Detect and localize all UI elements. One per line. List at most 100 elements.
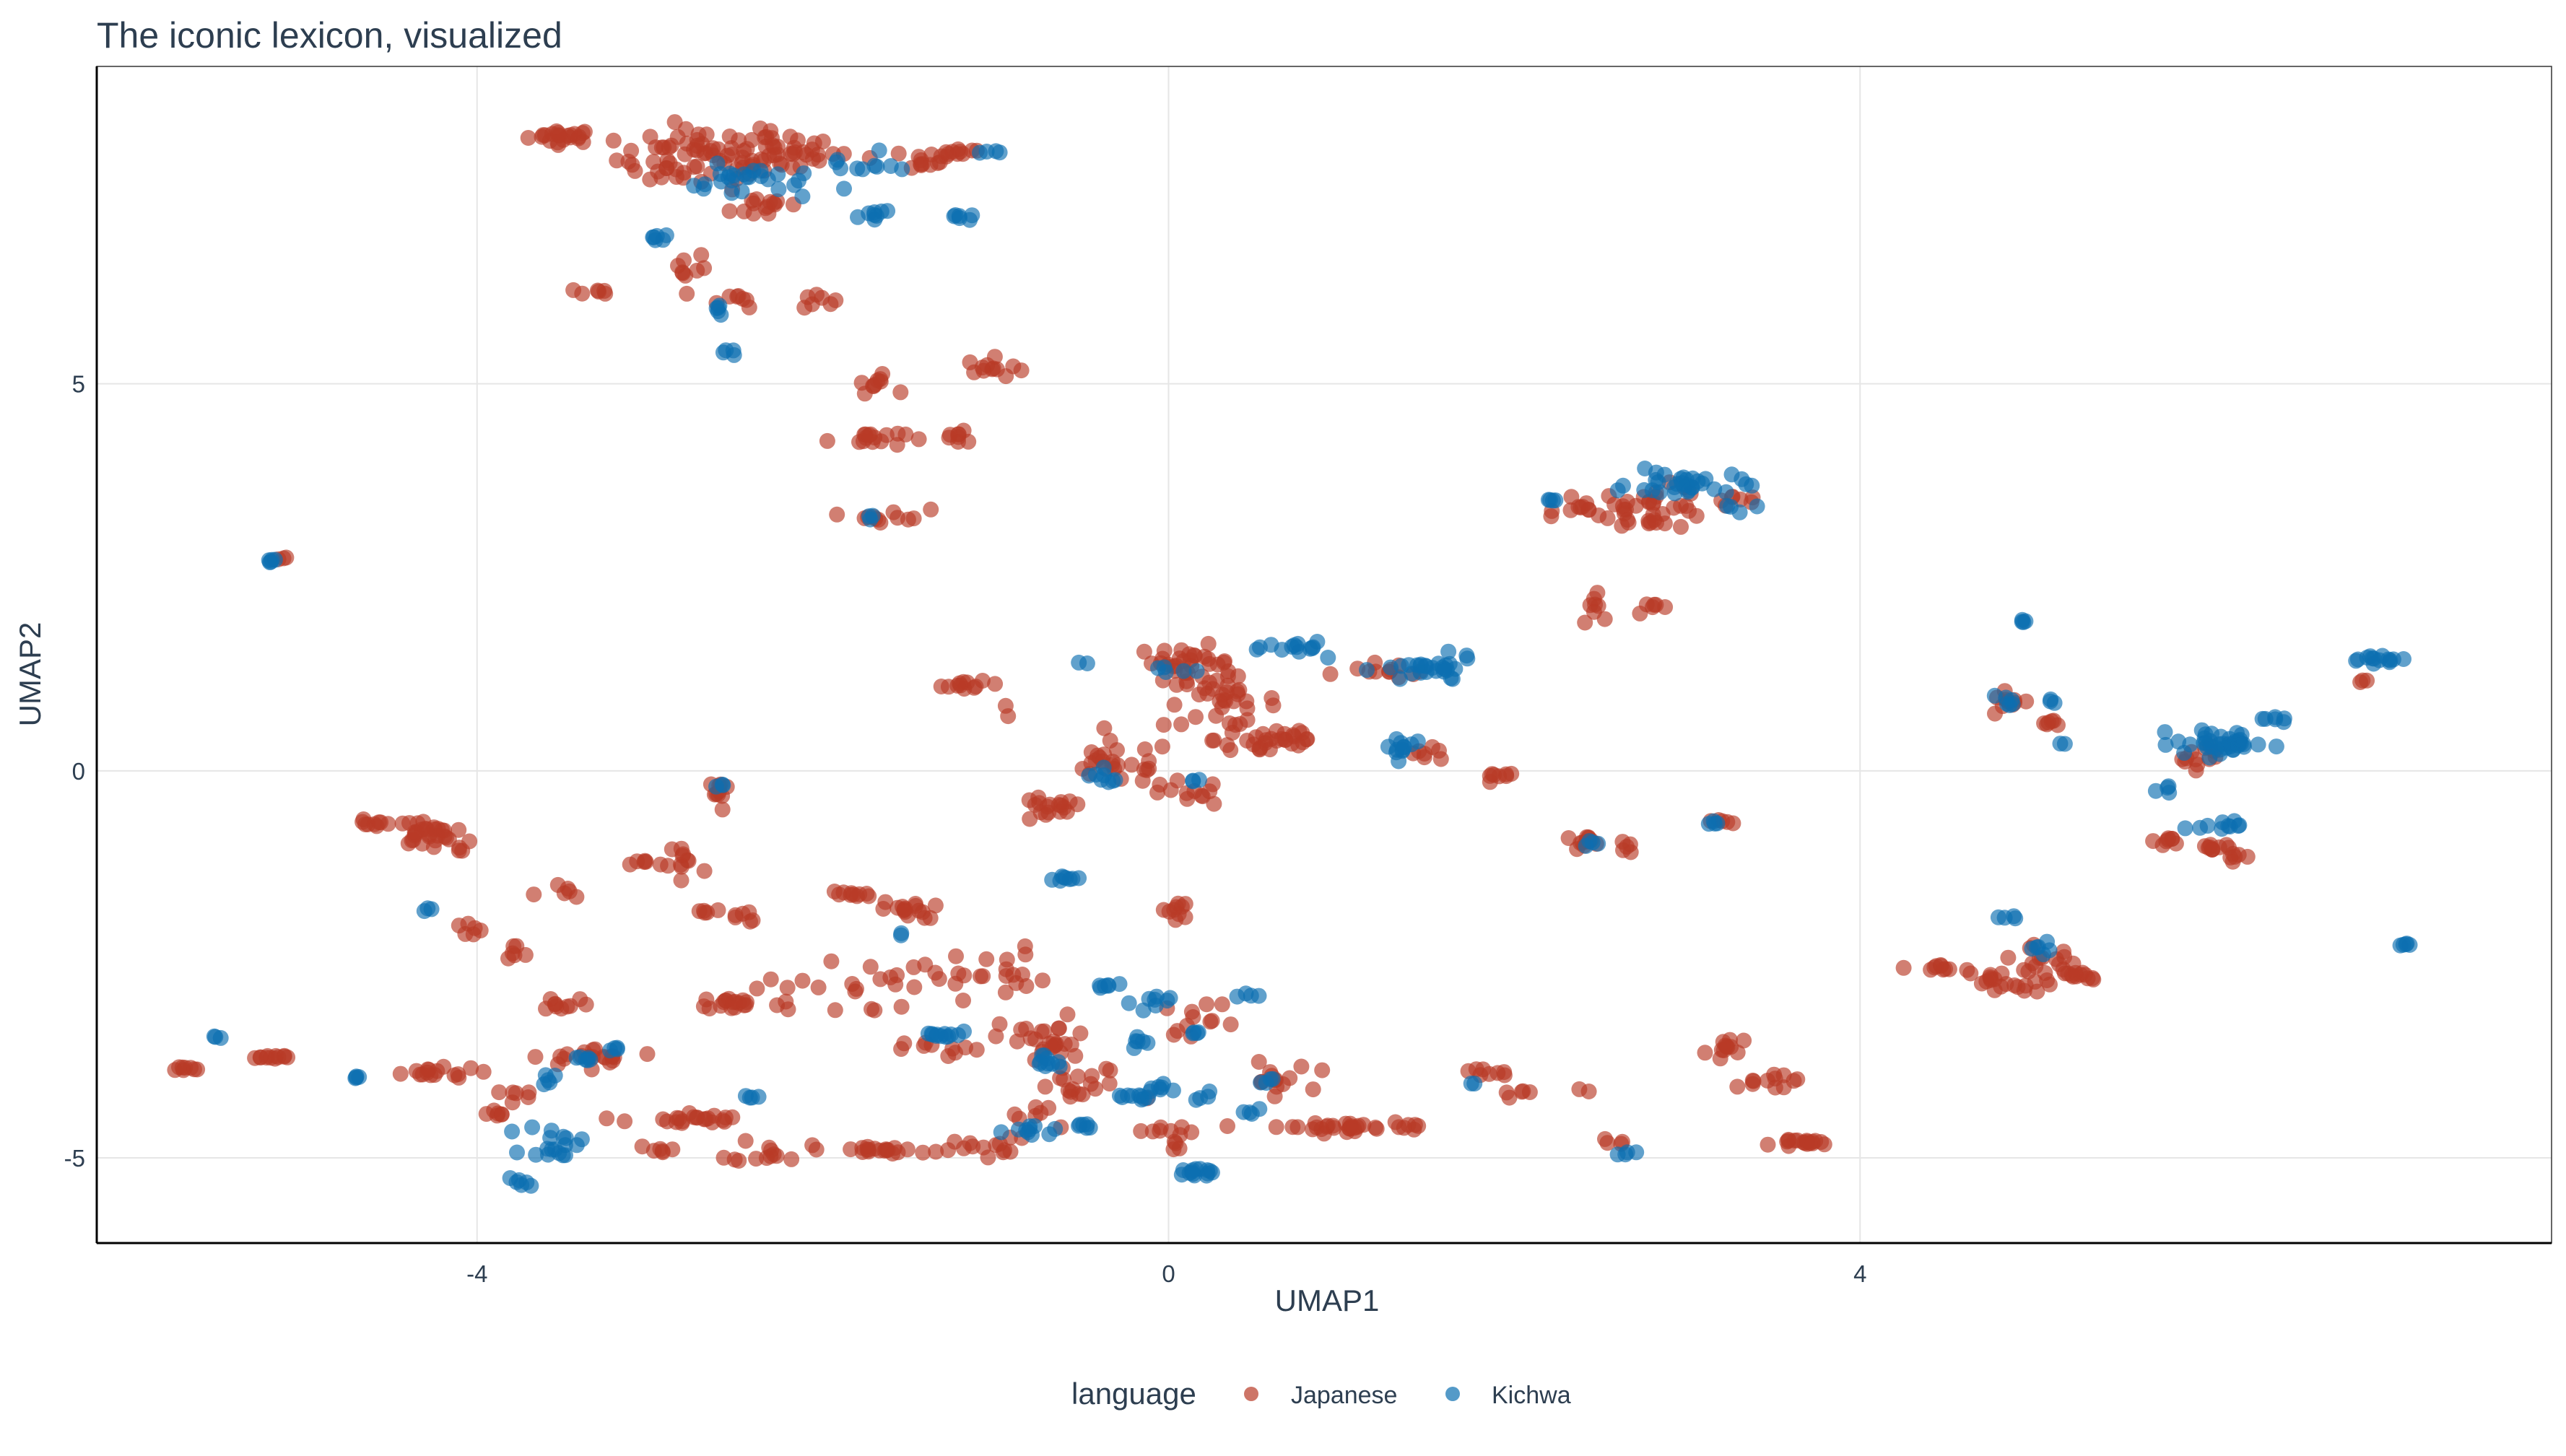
data-point-japanese bbox=[1481, 1065, 1497, 1082]
data-point-kichwa bbox=[509, 1144, 525, 1161]
data-point-japanese bbox=[950, 426, 967, 443]
data-point-japanese bbox=[2145, 833, 2162, 850]
legend-swatch-japanese bbox=[1244, 1387, 1258, 1401]
data-point-japanese bbox=[1173, 642, 1190, 658]
data-point-japanese bbox=[2189, 757, 2206, 773]
data-point-japanese bbox=[1933, 958, 1949, 975]
data-point-kichwa bbox=[1121, 995, 1137, 1011]
data-point-kichwa bbox=[894, 161, 910, 178]
data-point-japanese bbox=[1563, 489, 1580, 505]
data-point-japanese bbox=[1619, 839, 1635, 855]
data-point-japanese bbox=[988, 1028, 1004, 1045]
data-point-kichwa bbox=[551, 1145, 567, 1161]
data-point-japanese bbox=[1813, 1134, 1830, 1150]
data-point-japanese bbox=[639, 1046, 656, 1063]
data-point-japanese bbox=[1723, 1039, 1739, 1055]
data-point-japanese bbox=[906, 979, 923, 995]
data-point-japanese bbox=[1173, 716, 1190, 733]
data-point-japanese bbox=[1673, 518, 1689, 535]
data-point-japanese bbox=[1644, 599, 1661, 616]
data-point-japanese bbox=[1166, 697, 1183, 713]
data-point-kichwa bbox=[836, 180, 852, 197]
data-point-japanese bbox=[653, 169, 670, 186]
data-point-japanese bbox=[762, 971, 779, 988]
data-point-japanese bbox=[1102, 1062, 1118, 1078]
data-point-japanese bbox=[714, 801, 731, 818]
data-point-japanese bbox=[1560, 830, 1577, 846]
data-point-japanese bbox=[725, 994, 741, 1011]
data-point-kichwa bbox=[416, 903, 432, 920]
data-point-japanese bbox=[1543, 508, 1560, 525]
data-point-japanese bbox=[1123, 757, 1140, 773]
data-point-japanese bbox=[1206, 795, 1222, 812]
data-point-japanese bbox=[1154, 738, 1170, 755]
data-point-japanese bbox=[599, 1110, 615, 1127]
data-point-kichwa bbox=[1459, 650, 1476, 667]
data-point-japanese bbox=[1199, 996, 1215, 1013]
data-point-japanese bbox=[779, 980, 796, 996]
data-point-japanese bbox=[679, 852, 695, 868]
legend: language Japanese Kichwa bbox=[1071, 1377, 1571, 1411]
data-point-japanese bbox=[1032, 804, 1049, 821]
data-point-kichwa bbox=[1304, 640, 1321, 656]
data-point-kichwa bbox=[2177, 820, 2193, 837]
data-point-kichwa bbox=[2211, 746, 2228, 762]
data-point-japanese bbox=[978, 951, 995, 967]
data-point-japanese bbox=[1156, 642, 1173, 659]
data-point-kichwa bbox=[1264, 1071, 1281, 1087]
data-point-japanese bbox=[679, 285, 695, 302]
data-point-japanese bbox=[669, 128, 686, 145]
data-point-japanese bbox=[1139, 762, 1155, 778]
data-point-kichwa bbox=[263, 554, 279, 570]
data-point-kichwa bbox=[721, 165, 738, 182]
data-point-japanese bbox=[520, 130, 536, 146]
data-point-japanese bbox=[1289, 1119, 1306, 1135]
data-point-japanese bbox=[949, 146, 965, 162]
data-point-japanese bbox=[1185, 1009, 1201, 1025]
data-point-japanese bbox=[1027, 1099, 1044, 1115]
data-point-japanese bbox=[794, 972, 811, 989]
data-point-kichwa bbox=[1637, 461, 1653, 476]
data-point-japanese bbox=[1744, 1076, 1761, 1092]
data-point-kichwa bbox=[1392, 671, 1408, 687]
data-point-japanese bbox=[1248, 729, 1264, 746]
data-point-kichwa bbox=[1096, 767, 1112, 783]
data-point-kichwa bbox=[2160, 778, 2177, 795]
data-point-kichwa bbox=[602, 1042, 618, 1059]
data-point-kichwa bbox=[697, 176, 713, 193]
data-point-kichwa bbox=[1684, 470, 1701, 487]
data-point-japanese bbox=[689, 1110, 705, 1126]
y-tick-label: -5 bbox=[64, 1145, 85, 1172]
data-point-japanese bbox=[900, 511, 916, 528]
data-point-japanese bbox=[988, 1137, 1004, 1154]
data-point-japanese bbox=[949, 677, 966, 694]
data-point-japanese bbox=[1166, 1133, 1183, 1150]
data-point-kichwa bbox=[523, 1177, 539, 1194]
data-point-japanese bbox=[892, 384, 909, 401]
data-point-japanese bbox=[1096, 720, 1113, 736]
data-point-japanese bbox=[715, 1112, 731, 1128]
data-point-japanese bbox=[660, 858, 677, 874]
data-point-japanese bbox=[1305, 1081, 1321, 1098]
data-point-japanese bbox=[2204, 841, 2220, 858]
data-point-japanese bbox=[928, 1143, 944, 1160]
y-tick-label: 5 bbox=[72, 371, 85, 398]
data-point-japanese bbox=[843, 1141, 859, 1158]
data-point-japanese bbox=[1037, 1078, 1053, 1095]
data-point-japanese bbox=[914, 156, 931, 173]
data-point-kichwa bbox=[2042, 693, 2058, 710]
data-point-japanese bbox=[1962, 965, 1979, 982]
data-point-kichwa bbox=[962, 212, 978, 228]
legend-label-japanese: Japanese bbox=[1291, 1382, 1397, 1409]
data-point-kichwa bbox=[2182, 736, 2199, 753]
data-point-japanese bbox=[380, 816, 396, 832]
data-point-japanese bbox=[1155, 717, 1172, 733]
data-point-japanese bbox=[862, 959, 879, 975]
data-point-kichwa bbox=[950, 1026, 966, 1043]
data-point-japanese bbox=[889, 437, 905, 453]
data-point-japanese bbox=[1069, 1068, 1086, 1085]
data-point-japanese bbox=[659, 1113, 675, 1130]
data-point-japanese bbox=[1136, 643, 1152, 660]
data-point-japanese bbox=[1314, 1062, 1331, 1078]
data-point-japanese bbox=[664, 841, 680, 858]
